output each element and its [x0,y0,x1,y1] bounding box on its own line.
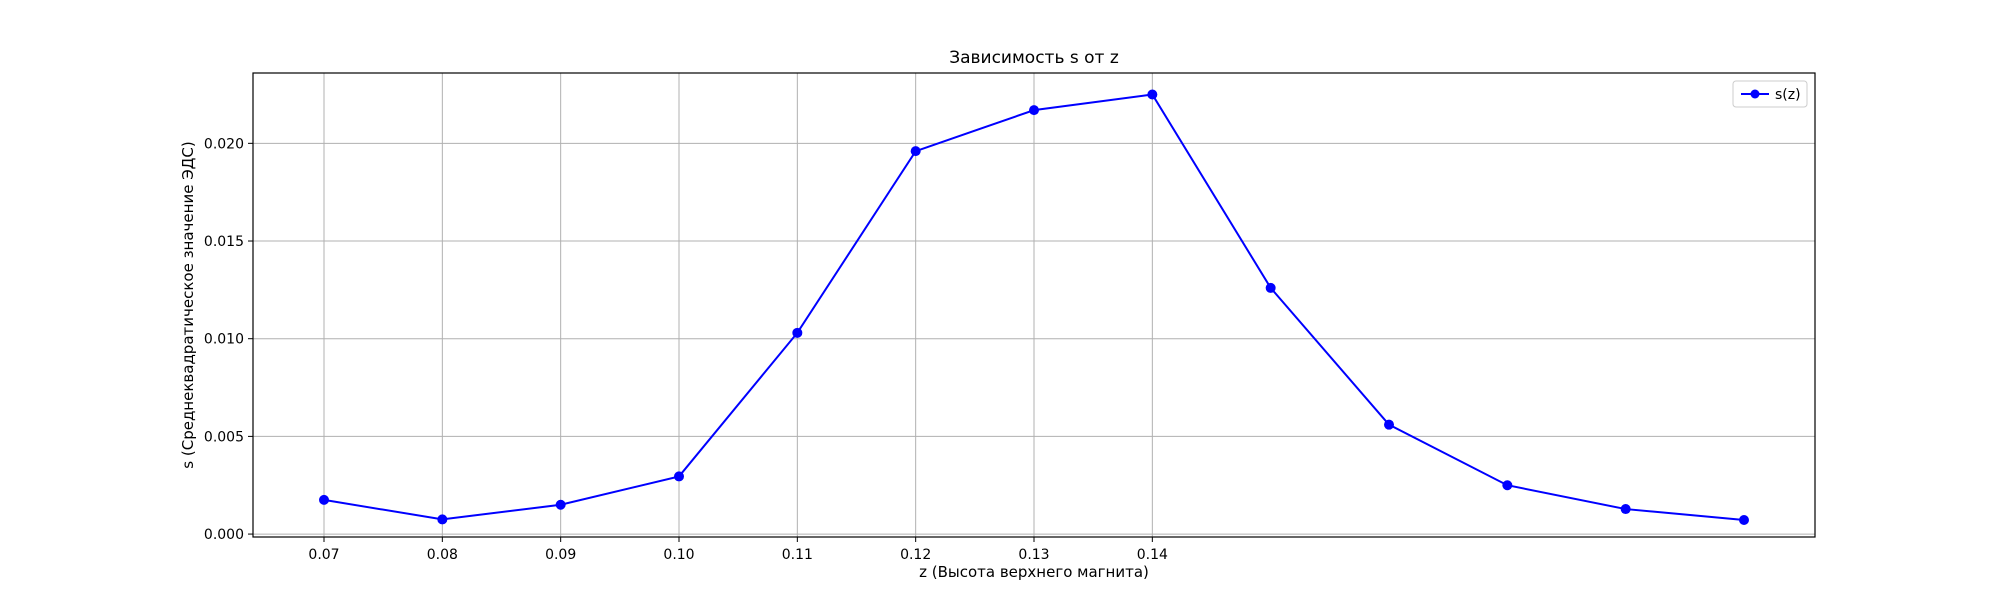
y-tick-label: 0.015 [204,234,244,250]
data-point [437,514,448,525]
chart-title: Зависимость s от z [949,48,1119,68]
data-point [1739,515,1749,526]
x-axis-label: z (Высота верхнего магнита) [919,563,1149,581]
y-tick-label: 0.020 [204,136,244,152]
data-point [1384,419,1394,430]
x-axis: 0.07 0.08 0.09 0.10 0.11 0.12 0.13 0.14 [308,537,1168,563]
legend-box [1732,80,1808,108]
legend-label: s(z) [1775,87,1801,103]
x-tick-label: 0.09 [545,547,576,563]
legend: s(z) [1732,80,1808,108]
y-tick-label: 0.005 [204,429,244,445]
grid [253,73,1815,537]
data-point [792,327,803,338]
x-tick-label: 0.07 [308,547,339,563]
data-point [1620,504,1631,515]
y-tick-label: 0.010 [204,332,244,348]
x-tick-label: 0.13 [1018,547,1049,563]
y-axis-label: s (Среднеквадратическое значение ЭДС) [179,141,197,468]
series-s-z [319,89,1749,526]
y-axis: 0.000 0.005 0.010 0.015 0.020 [204,136,253,543]
data-point [555,499,566,510]
data-point [319,494,329,505]
data-point [1029,105,1039,116]
y-tick-label: 0.000 [204,527,244,543]
data-point [910,146,921,157]
legend-marker-swatch [1750,89,1760,99]
x-tick-label: 0.12 [900,547,931,563]
x-tick-label: 0.11 [782,547,813,563]
x-tick-label: 0.08 [427,547,458,563]
x-tick-label: 0.14 [1137,547,1168,563]
data-point [1147,89,1158,100]
data-point [1502,480,1513,491]
data-point [674,471,684,482]
x-tick-label: 0.10 [663,547,694,563]
data-point [1265,282,1276,293]
